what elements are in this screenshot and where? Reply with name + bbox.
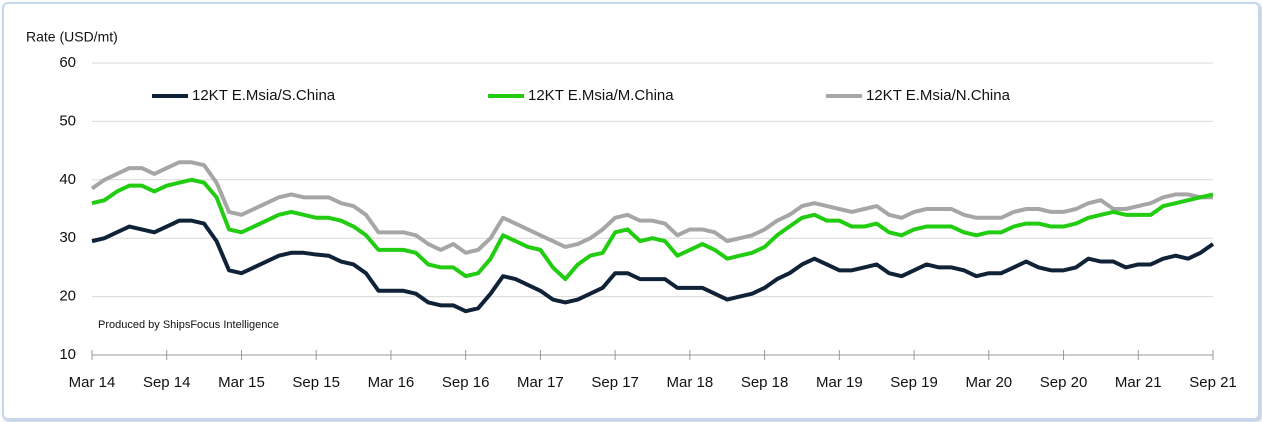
series-line	[91, 218, 1215, 314]
series-line	[91, 177, 1214, 282]
x-tick-label: Sep 14	[143, 374, 191, 391]
y-tick-label: 40	[59, 171, 76, 188]
x-tick-label: Mar 20	[965, 374, 1012, 391]
legend-label: 12KT E.Msia/S.China	[192, 87, 336, 104]
legend-label: 12KT E.Msia/M.China	[528, 87, 674, 104]
y-tick-label: 20	[59, 288, 76, 305]
y-tick-label: 50	[59, 112, 76, 129]
y-tick-label: 30	[59, 229, 76, 246]
x-tick-label: Mar 16	[368, 374, 415, 391]
x-tick-label: Mar 14	[69, 374, 116, 391]
x-tick-label: Mar 18	[667, 374, 714, 391]
x-tick-label: Mar 19	[816, 374, 863, 391]
annotation: Produced by ShipsFocus Intelligence	[98, 319, 279, 331]
legend-label: 12KT E.Msia/N.China	[866, 87, 1011, 104]
x-tick-label: Mar 15	[218, 374, 265, 391]
x-tick-label: Sep 15	[292, 374, 340, 391]
y-axis-label: Rate (USD/mt)	[26, 29, 118, 45]
x-tick-label: Sep 19	[890, 374, 938, 391]
x-tick-label: Sep 20	[1040, 374, 1088, 391]
series-line	[90, 160, 1213, 255]
x-tick-label: Sep 18	[741, 374, 789, 391]
x-tick-label: Mar 17	[517, 374, 564, 391]
y-tick-label: 10	[59, 346, 76, 363]
y-tick-label: 60	[59, 54, 76, 71]
x-tick-label: Sep 21	[1189, 374, 1237, 391]
x-tick-label: Sep 17	[591, 374, 639, 391]
x-tick-label: Mar 21	[1115, 374, 1162, 391]
x-tick-label: Sep 16	[442, 374, 490, 391]
